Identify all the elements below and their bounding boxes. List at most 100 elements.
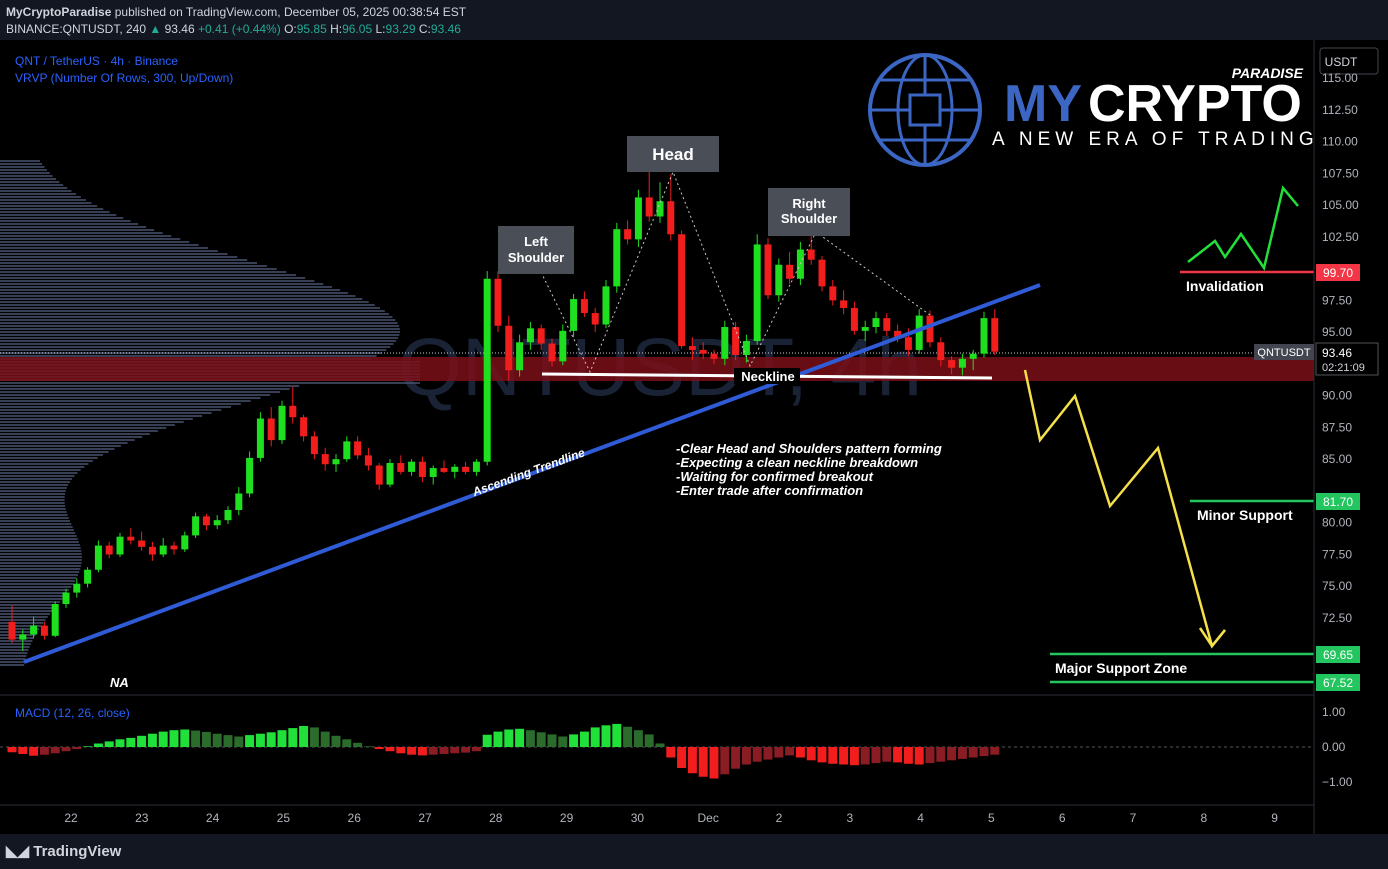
volume-profile-row [0,313,389,315]
candle [84,567,92,588]
candle [116,532,124,558]
volume-profile-row [0,163,43,165]
ascending-trendline[interactable] [23,283,1041,664]
major-support-label: Major Support Zone [1055,660,1187,676]
candle [526,321,534,350]
open-label: O: [284,22,297,36]
volume-profile-row [0,223,139,225]
candle [94,540,102,573]
vrvp-legend[interactable]: VRVP (Number Of Rows, 300, Up/Down) [15,71,233,85]
change-value: +0.41 (+0.44%) [198,22,281,36]
chart-header: MyCryptoParadise published on TradingVie… [0,0,1388,40]
candle [537,324,545,350]
major-bottom-price: 67.52 [1323,676,1353,690]
volume-profile-row [0,622,44,624]
low-value: 93.29 [385,22,416,36]
candle [516,334,524,377]
macd-bar [50,747,60,754]
candle [170,541,178,555]
volume-profile-row [0,346,391,348]
volume-profile-row [0,610,53,612]
candle [30,616,38,639]
volume-profile-row [0,499,65,501]
time-tick: 26 [348,811,362,825]
candle [634,189,642,247]
macd-bar [104,741,114,747]
macd-bar [439,747,449,754]
time-tick: 9 [1271,811,1278,825]
volume-profile-row [0,274,296,276]
candle [159,537,167,558]
macd-bar [947,747,957,761]
macd-bar [817,747,827,763]
time-tick: 2 [776,811,783,825]
volume-profile-row [0,388,290,390]
neckline-zone [0,357,1314,381]
macd-bar [579,731,589,747]
candle [202,513,210,531]
price-tick: 97.50 [1322,293,1352,307]
volume-profile-row [0,523,72,525]
macd-bar [450,747,460,754]
volume-profile-row [0,628,40,630]
price-chart[interactable]: QNTUSDT, 4h Ascending Trendline Neckline… [0,40,1388,834]
volume-profile-row [0,502,65,504]
volume-profile-row [0,340,397,342]
invalidation-price-tag [1316,264,1360,281]
volume-profile-row [0,553,82,555]
candle [667,174,675,241]
candle [321,447,329,471]
publisher-name[interactable]: MyCryptoParadise [6,5,112,19]
macd-bar [828,747,838,764]
candle [462,461,470,475]
chart-background [0,40,1388,834]
macd-bar [774,747,784,758]
volume-profile-row [0,493,66,495]
macd-bar [201,731,211,747]
volume-profile-row [0,592,67,594]
candle [602,280,610,329]
tradingview-logo[interactable]: ◣◢ TradingView [6,842,121,860]
macd-bar [763,747,773,760]
candle [397,455,405,475]
currency-button[interactable] [1319,47,1379,75]
macd-bar [428,747,438,755]
macd-legend[interactable]: MACD (12, 26, close) [15,706,130,720]
macd-bar [515,728,525,747]
time-tick: 7 [1130,811,1137,825]
symbol-label: BINANCE:QNTUSDT, 240 [6,22,147,36]
macd-bar [882,747,892,762]
volume-profile-row [0,328,400,330]
volume-profile-row [0,175,53,177]
volume-profile-row [0,184,64,186]
macd-bar [309,727,319,747]
volume-profile-row [0,319,396,321]
candle [51,601,59,638]
volume-profile-row [0,178,56,180]
price-axis-ticks: 115.00 112.50 110.00 107.50 105.00 102.50 97.5… [1322,71,1359,625]
logo-tagline: A NEW ERA OF TRADING [992,129,1319,150]
price-tick: 85.00 [1322,452,1352,466]
published-text: published on TradingView.com, December 0… [114,5,467,19]
macd-bar [752,747,762,762]
right-shoulder-label-1: Right [792,196,826,211]
candle [148,541,156,561]
volume-profile-row [0,583,74,585]
candle [829,280,837,306]
candle [969,349,977,371]
volume-profile-row [0,484,69,486]
volume-profile-row [0,235,172,237]
note-2: -Expecting a clean neckline breakdown [676,455,918,470]
volume-profile-row [0,520,70,522]
volume-profile-row [0,316,393,318]
volume-profile-row [0,397,261,399]
price-axis[interactable] [1314,40,1388,834]
minor-support-label: Minor Support [1197,507,1293,523]
volume-profile-row [0,292,348,294]
time-tick: 8 [1200,811,1207,825]
time-axis[interactable]: 22 23 24 25 26 27 28 29 30 Dec 2 3 4 5 6 7 8 9 [64,811,1278,825]
time-tick: 27 [418,811,432,825]
volume-profile-row [0,565,81,567]
last-value: 93.46 [164,22,195,36]
pair-legend[interactable]: QNT / TetherUS · 4h · Binance [15,54,178,68]
